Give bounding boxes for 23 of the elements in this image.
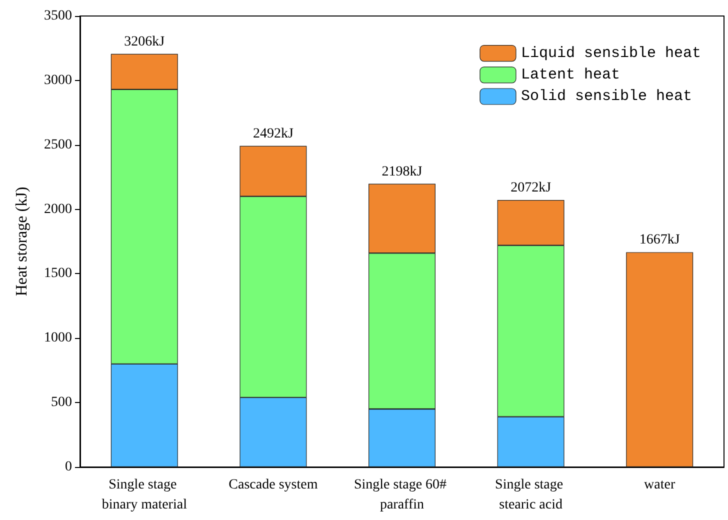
y-axis-title: Heat storage (kJ) [14, 186, 30, 296]
total-label: 2492kJ [252, 126, 294, 142]
y-tick-label: 1000 [44, 330, 72, 346]
bar [626, 252, 694, 467]
legend-label: Latent heat [520, 66, 620, 84]
legend-label: Solid sensible heat [520, 88, 692, 105]
x-tick-label: Single stage stearic acid [495, 478, 567, 512]
y-tick-label: 0 [65, 460, 72, 474]
y-tick-label: 500 [51, 395, 72, 410]
x-tick-label: Cascade system [228, 478, 318, 492]
total-label: 2072kJ [510, 180, 552, 196]
x-tick-label: Single stage 60# paraffin [354, 478, 450, 512]
legend-label: Liquid sensible heat [520, 44, 701, 62]
total-label: 2198kJ [382, 164, 423, 180]
y-tick-label: 1500 [44, 266, 72, 282]
total-label: 3206kJ [124, 34, 166, 50]
y-tick-label: 2000 [44, 202, 72, 217]
y-tick-label: 3500 [44, 8, 72, 24]
y-tick-label: 2500 [44, 137, 72, 152]
x-tick-label: Single stage binary material [102, 478, 188, 512]
total-label: 1667kJ [639, 232, 680, 248]
x-tick-label: water [644, 478, 676, 492]
y-tick-label: 3000 [44, 72, 72, 88]
